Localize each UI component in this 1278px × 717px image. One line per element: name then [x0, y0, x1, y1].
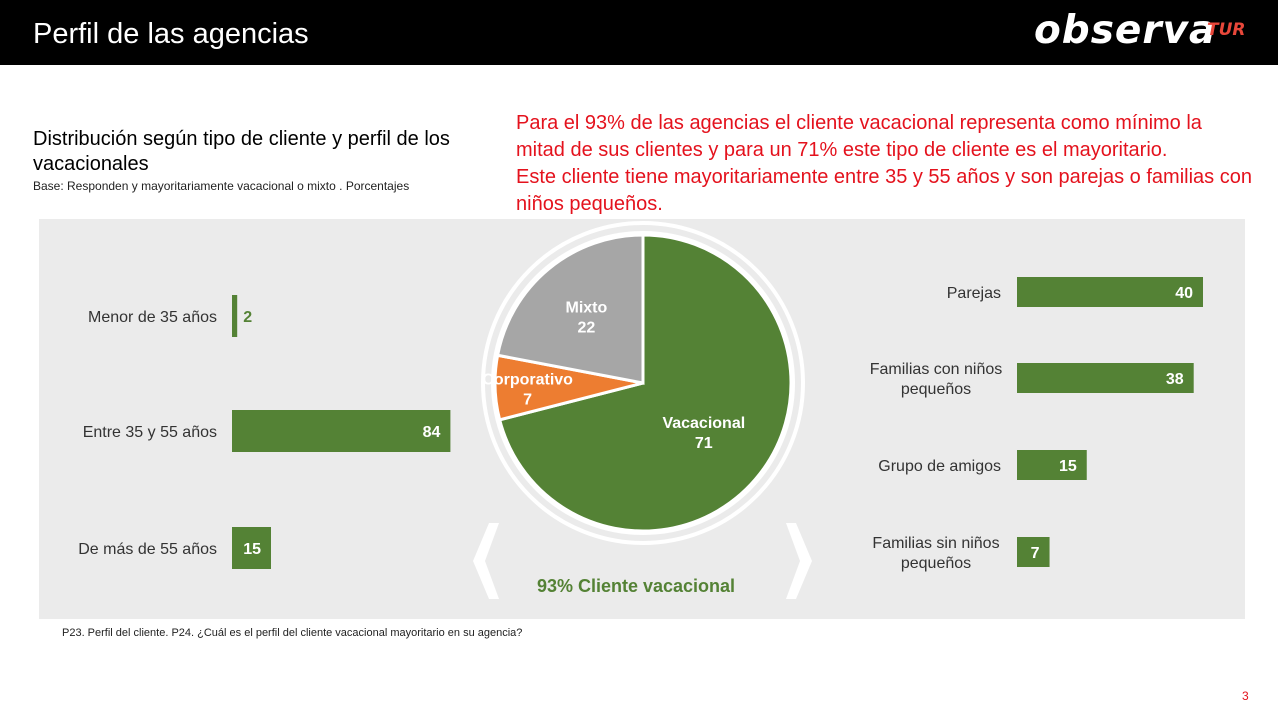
profile-category-label: Grupo de amigos: [878, 458, 1001, 475]
key-finding-line-2: Este cliente tiene mayoritariamente entr…: [516, 166, 1252, 215]
profile-bar: [1017, 277, 1203, 307]
profile-bar: [1017, 450, 1087, 480]
footnote: P23. Perfil del cliente. P24. ¿Cuál es e…: [62, 627, 523, 639]
age-bar: [232, 527, 271, 569]
chart-subtitle: Distribución según tipo de cliente y per…: [33, 128, 450, 175]
page-number: 3: [1242, 689, 1249, 703]
pie-slice-label: Vacacional: [662, 415, 745, 432]
age-bar: [232, 295, 238, 337]
base-note: Base: Responden y mayoritariamente vacac…: [33, 179, 410, 193]
profile-category-label: Familias con niños: [870, 361, 1003, 378]
chart-panel: Menor de 35 años 2 Entre 35 y 55 años 84 De …: [39, 219, 1245, 619]
page-title: Perfil de las agencias: [33, 18, 309, 50]
right-chevron-icon: [786, 523, 812, 599]
pie-value-label: 22: [577, 320, 595, 337]
age-value-label: 2: [243, 309, 252, 326]
age-category-label: De más de 55 años: [78, 541, 217, 558]
age-bar: [232, 410, 451, 452]
pie-slice: [497, 233, 793, 533]
profile-bar: [1017, 363, 1194, 393]
age-value-label: 15: [243, 541, 261, 558]
key-finding: Para el 93% de las agencias el cliente v…: [516, 110, 1256, 218]
pie-slice-label: Corporativo: [482, 372, 573, 389]
header-bar: Perfil de las agencias observa TUR: [0, 0, 1278, 65]
pie-slice: [495, 233, 645, 385]
key-finding-line-1: Para el 93% de las agencias el cliente v…: [516, 112, 1202, 161]
profile-category-label: Familias sin niños: [872, 535, 999, 552]
pie-value-label: 71: [695, 435, 713, 452]
pie-value-label: 7: [523, 392, 532, 409]
profile-bar: [1017, 537, 1050, 567]
age-value-label: 84: [423, 424, 441, 441]
profile-category-label: Parejas: [947, 285, 1001, 302]
profile-value-label: 40: [1175, 285, 1193, 302]
brand-logo-suffix: TUR: [1207, 20, 1246, 40]
profile-value-label: 38: [1166, 371, 1184, 388]
profile-category-label: pequeños: [901, 381, 971, 398]
profile-category-label: pequeños: [901, 555, 971, 572]
brand-logo: observa: [1034, 8, 1217, 53]
profile-value-label: 7: [1031, 545, 1040, 562]
profile-value-label: 15: [1059, 458, 1077, 475]
pie-slice-label: Mixto: [566, 300, 608, 317]
chart-canvas: Menor de 35 años 2 Entre 35 y 55 años 84 De …: [78, 221, 1203, 599]
left-chevron-icon: [473, 523, 499, 599]
pie-outer-ring: [481, 221, 805, 545]
age-category-label: Menor de 35 años: [88, 309, 217, 326]
summary-label: 93% Cliente vacacional: [537, 576, 735, 596]
age-category-label: Entre 35 y 55 años: [83, 424, 217, 441]
